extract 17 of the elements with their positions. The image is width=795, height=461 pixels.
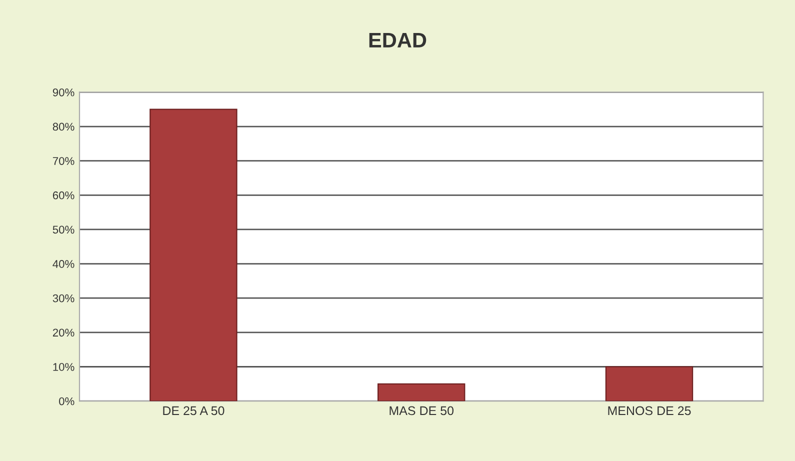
y-tick-label: 90%: [52, 88, 74, 96]
bar: [150, 108, 238, 402]
bar: [377, 383, 466, 402]
bar: [605, 366, 694, 402]
x-tick-label: MAS DE 50: [390, 406, 454, 416]
y-tick-label: 70%: [52, 157, 74, 165]
x-tick-label: DE 25 A 50: [163, 406, 224, 416]
y-tick-label: 40%: [52, 260, 74, 268]
y-tick-label: 50%: [52, 226, 74, 234]
y-tick-label: 0%: [59, 397, 74, 406]
y-tick-label: 20%: [52, 328, 74, 337]
chart-title: EDAD: [369, 33, 426, 48]
y-tick-label: 60%: [52, 191, 74, 200]
y-tick-label: 80%: [52, 122, 74, 131]
y-tick-label: 30%: [52, 294, 74, 302]
x-tick-label: MENOS DE 25: [608, 406, 691, 416]
y-tick-label: 10%: [53, 363, 74, 371]
